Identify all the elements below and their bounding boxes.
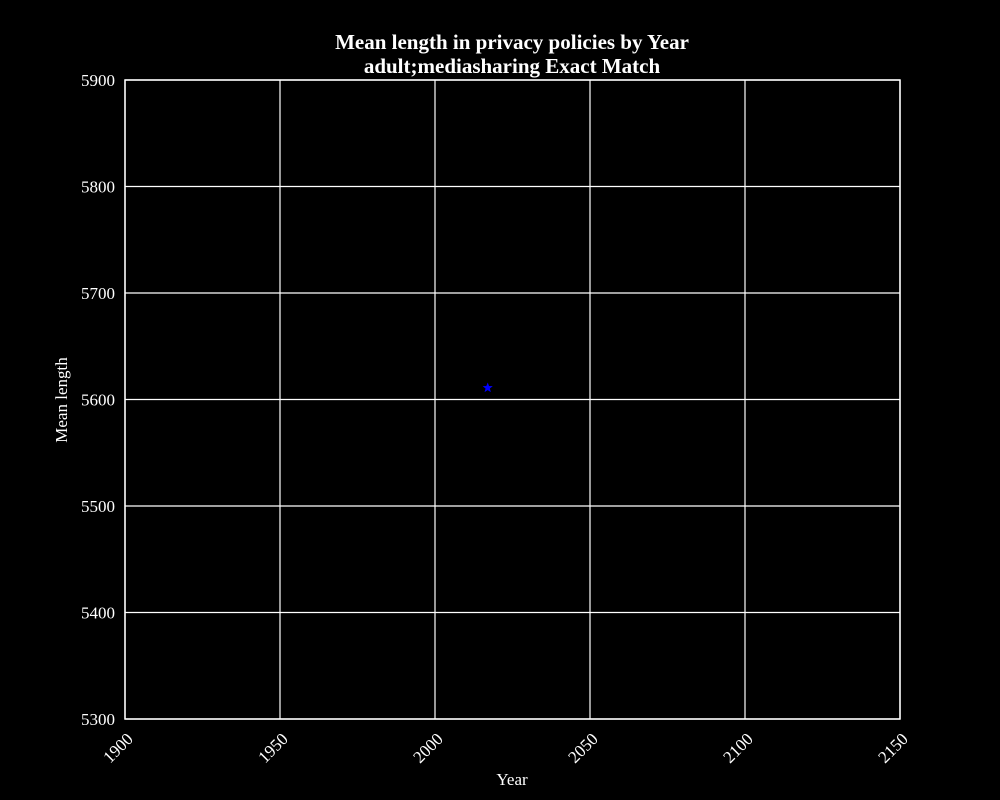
- y-tick-label: 5400: [81, 604, 115, 623]
- x-tick-label: 2000: [409, 729, 446, 766]
- y-tick-label: 5600: [81, 391, 115, 410]
- y-tick-label: 5700: [81, 284, 115, 303]
- x-tick-label: 2150: [874, 729, 911, 766]
- x-axis-label: Year: [496, 770, 528, 789]
- x-axis-ticks: 1900 1950 2000 2050 2100 2150: [99, 729, 911, 766]
- data-points: [482, 382, 493, 393]
- x-tick-label: 2050: [564, 729, 601, 766]
- x-tick-label: 1950: [254, 729, 291, 766]
- y-axis-label: Mean length: [52, 357, 71, 443]
- y-tick-label: 5300: [81, 710, 115, 729]
- plot-area: [124, 79, 901, 720]
- chart-title: Mean length in privacy policies by Year: [335, 30, 689, 54]
- x-tick-label: 2100: [719, 729, 756, 766]
- chart-subtitle: adult;mediasharing Exact Match: [364, 54, 661, 78]
- gridlines: [124, 79, 901, 720]
- x-tick-label: 1900: [99, 729, 136, 766]
- y-tick-label: 5800: [81, 178, 115, 197]
- y-axis-ticks: 5300 5400 5500 5600 5700 5800 5900: [81, 71, 115, 729]
- data-point: [482, 382, 493, 393]
- y-tick-label: 5900: [81, 71, 115, 90]
- y-tick-label: 5500: [81, 497, 115, 516]
